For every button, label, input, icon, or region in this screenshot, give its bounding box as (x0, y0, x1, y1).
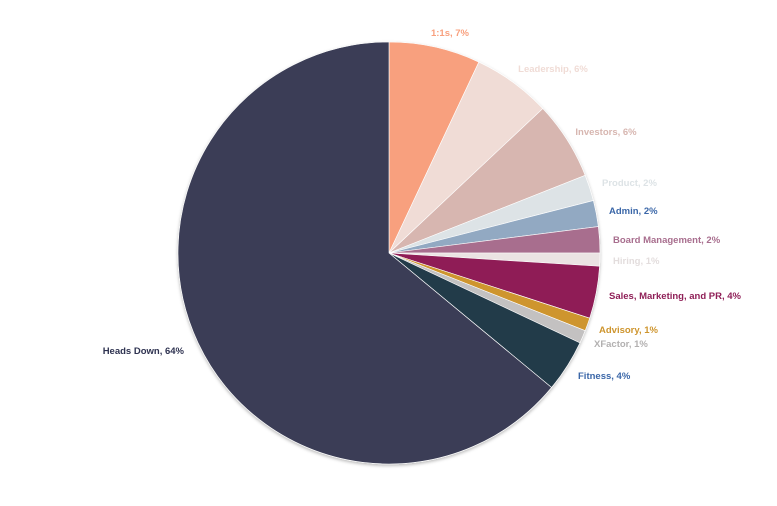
data-label-heads-down: Heads Down, 64% (103, 346, 185, 357)
data-label-xfactor: XFactor, 1% (594, 339, 648, 350)
data-label-1-1s: 1:1s, 7% (431, 28, 470, 39)
data-label-board-management: Board Management, 2% (613, 235, 721, 246)
data-label-product: Product, 2% (602, 178, 657, 189)
data-label-advisory: Advisory, 1% (599, 325, 659, 336)
data-label-sales-marketing-and-pr: Sales, Marketing, and PR, 4% (609, 291, 742, 302)
data-label-admin: Admin, 2% (609, 206, 658, 217)
data-label-fitness: Fitness, 4% (578, 371, 631, 382)
data-label-investors: Investors, 6% (575, 127, 637, 138)
data-label-leadership: Leadership, 6% (518, 64, 588, 75)
data-label-hiring: Hiring, 1% (613, 256, 660, 267)
pie-slice-heads-down (177, 41, 553, 465)
pie-data-labels: 1:1s, 7% Leadership, 6% Investors, 6% Produ… (103, 28, 742, 382)
pie-slices (177, 41, 601, 465)
